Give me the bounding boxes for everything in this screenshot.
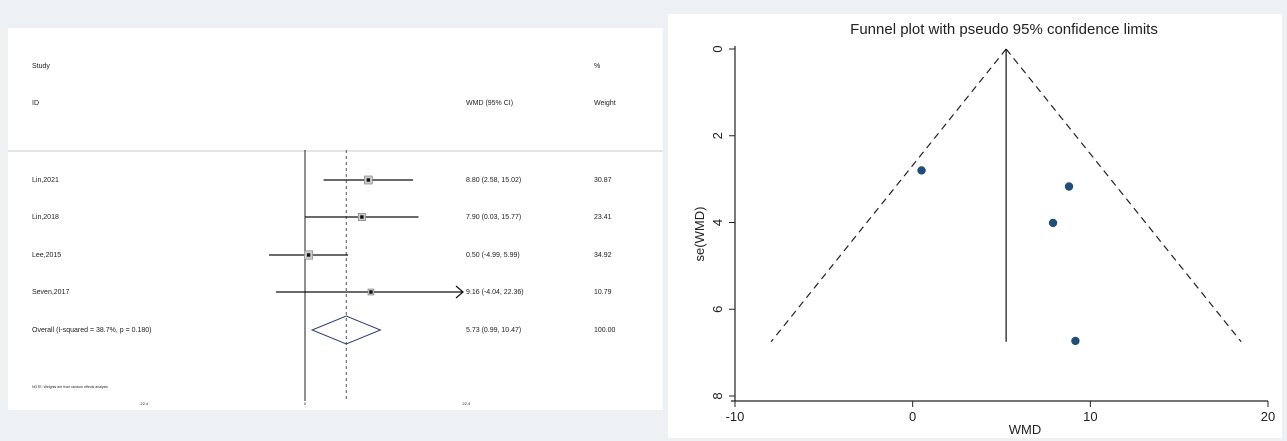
- study-weight: 30.87: [594, 177, 612, 184]
- forest-x-tick-label: -22.4: [139, 401, 149, 406]
- forest-plot-panel: Study ID WMD (95% CI) % Weight Lin,2021 8…: [8, 28, 663, 410]
- overall-label: Overall (I-squared = 38.7%, p = 0.180): [32, 327, 151, 334]
- funnel-plot-panel: Funnel plot with pseudo 95% confidence l…: [668, 14, 1282, 438]
- funnel-point: [1064, 182, 1074, 191]
- funnel-x-tick-label: 20: [1261, 409, 1275, 424]
- study-ci-arrow: [455, 285, 464, 299]
- funnel-x-tick-label: 10: [1083, 409, 1097, 424]
- funnel-plot: Funnel plot with pseudo 95% confidence l…: [692, 21, 1275, 437]
- study-weight: 23.41: [594, 214, 612, 221]
- funnel-point: [917, 166, 926, 175]
- study-ci: 8.80 (2.58, 15.02): [466, 177, 521, 184]
- study-point-estimate: [360, 215, 364, 219]
- study-ci: 7.90 (0.03, 15.77): [466, 214, 521, 221]
- funnel-x-tick-label: -10: [726, 409, 745, 424]
- study-label: Lin,2018: [32, 214, 59, 221]
- funnel-y-tick-label: 6: [710, 306, 725, 313]
- header-pct: %: [594, 63, 600, 70]
- funnel-point: [1071, 336, 1080, 346]
- overall-weight: 100.00: [594, 327, 616, 334]
- study-point-estimate: [306, 253, 311, 257]
- study-point-estimate: [369, 290, 373, 294]
- study-point-estimate: [366, 178, 371, 182]
- overall-diamond: [310, 315, 382, 345]
- overall-ci: 5.73 (0.99, 10.47): [466, 327, 521, 334]
- forest-x-tick-label: 22.4: [462, 401, 471, 406]
- header-study: Study: [32, 63, 50, 70]
- study-label: Seven,2017: [32, 289, 69, 296]
- lower-confidence-limit: [770, 48, 1007, 343]
- funnel-x-tick-label: 0: [909, 409, 916, 424]
- upper-confidence-limit: [1005, 48, 1242, 343]
- study-ci: 9.16 (-4.04, 22.36): [466, 289, 524, 296]
- forest-x-tick-label: 0: [304, 401, 307, 406]
- study-weight: 34.92: [594, 252, 612, 259]
- study-label: Lee,2015: [32, 252, 61, 259]
- funnel-y-tick-label: 2: [710, 132, 725, 139]
- funnel-title: Funnel plot with pseudo 95% confidence l…: [850, 21, 1158, 38]
- funnel-y-tick-label: 8: [710, 392, 725, 399]
- header-weight: Weight: [594, 100, 616, 107]
- funnel-y-tick-label: 0: [710, 45, 725, 52]
- funnel-xlabel: WMD: [1009, 422, 1042, 437]
- forest-plot: Study ID WMD (95% CI) % Weight Lin,2021 8…: [8, 63, 663, 406]
- header-id: ID: [32, 100, 39, 107]
- header-effect: WMD (95% CI): [466, 100, 513, 107]
- forest-note: NOTE: Weights are from random effects an…: [32, 385, 108, 389]
- funnel-y-tick-label: 4: [710, 219, 725, 226]
- funnel-point: [1048, 218, 1058, 228]
- study-label: Lin,2021: [32, 177, 59, 184]
- funnel-ylabel: se(WMD): [692, 207, 707, 262]
- study-ci: 0.50 (-4.99, 5.99): [466, 252, 520, 259]
- study-weight: 10.79: [594, 289, 612, 296]
